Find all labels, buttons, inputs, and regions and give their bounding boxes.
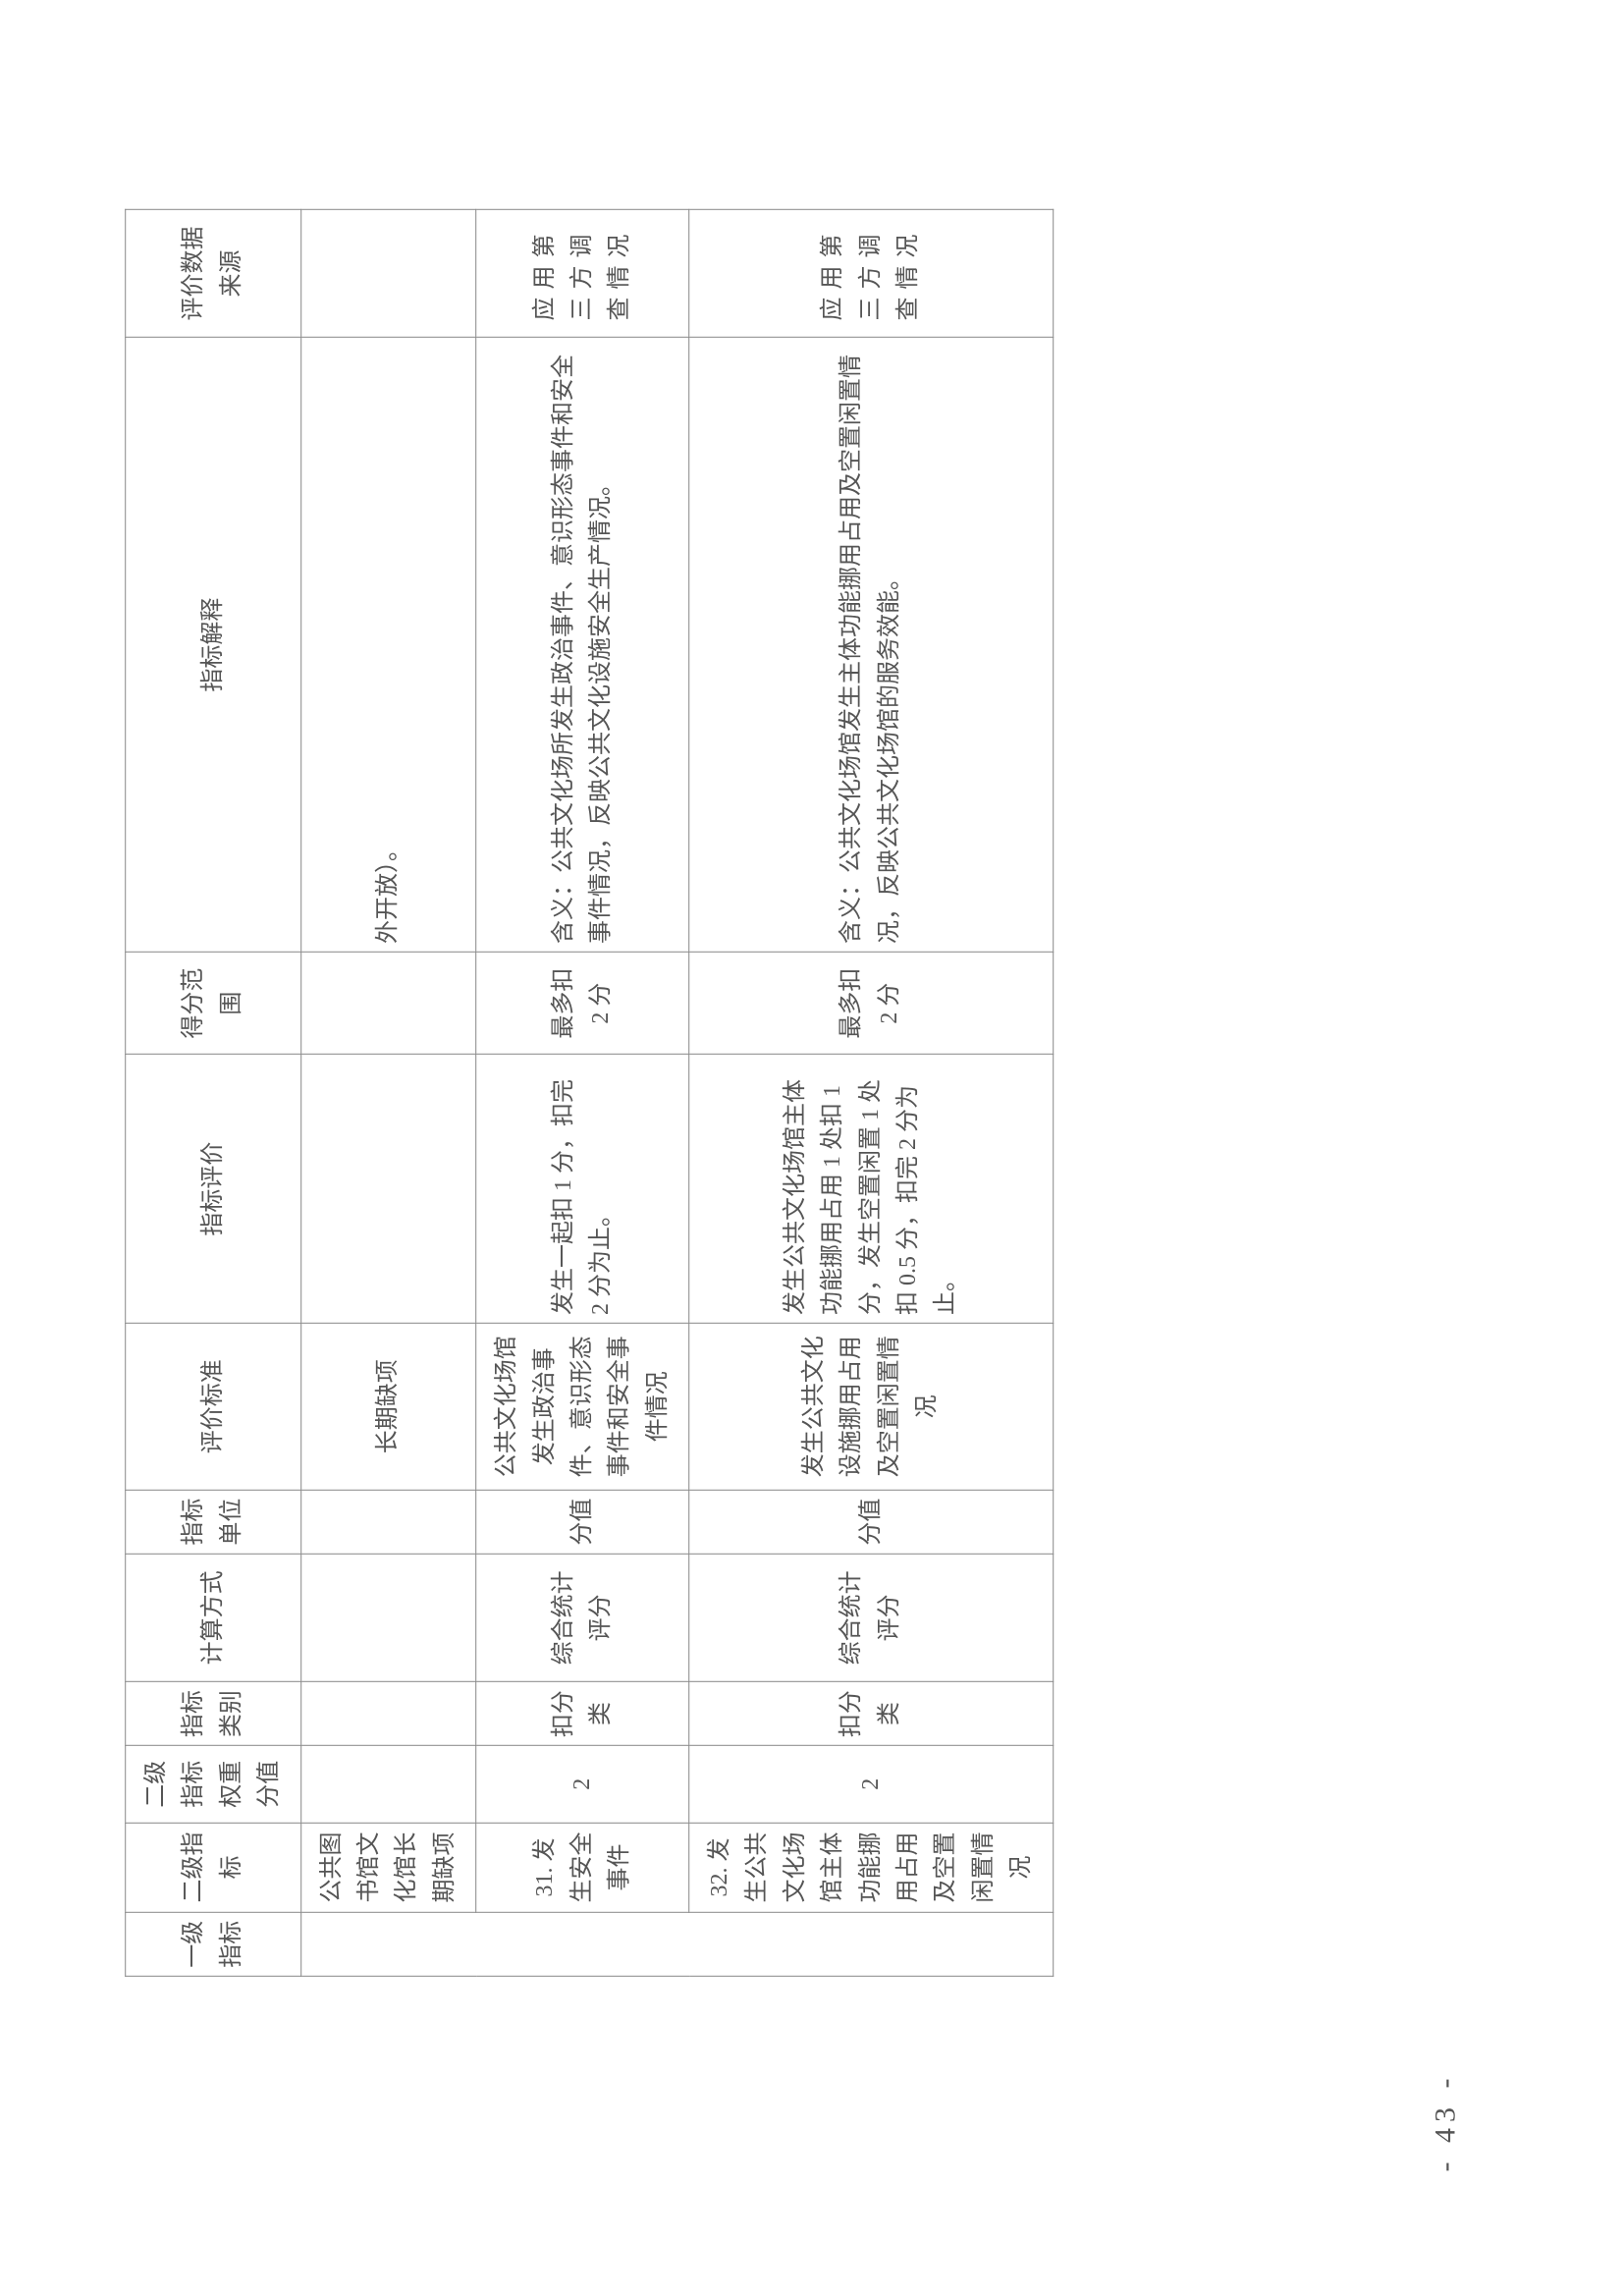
cell-r1-c2: 公共图书馆文化馆长期缺项 — [300, 1823, 476, 1912]
cell-r2-c6: 分值 — [476, 1490, 689, 1554]
cell-r1-c8 — [300, 1055, 476, 1324]
cell-r2-c10: 含义：公共文化场所发生政治事件、意识形态事件和安全事件情况，反映公共文化设施安全… — [476, 338, 689, 953]
document-page: 一级指标 二级指标 二级指标权重分值 指标类别 计算方式 指标单位 评价标准 指… — [0, 0, 1623, 2296]
cell-r1-c5 — [300, 1554, 476, 1681]
cell-r1-c11 — [300, 209, 476, 337]
cell-r3-c11: 应用第三方调查情况 — [689, 209, 1054, 337]
cell-r1-c6 — [300, 1490, 476, 1554]
cell-r3-c9: 最多扣 2 分 — [689, 952, 1054, 1054]
header-col10: 指标解释 — [126, 338, 301, 953]
cell-r2-c3: 2 — [476, 1746, 689, 1823]
header-col6: 指标单位 — [126, 1490, 301, 1554]
cell-r2-c8: 发生一起扣 1 分，扣完 2 分为止。 — [476, 1055, 689, 1324]
cell-r2-c5: 综合统计评分 — [476, 1554, 689, 1681]
header-col11: 评价数据来源 — [126, 209, 301, 337]
cell-r1-c9 — [300, 952, 476, 1054]
cell-r3-c3: 2 — [689, 1746, 1054, 1823]
cell-r3-c10: 含义：公共文化场馆发生主体功能挪用占用及空置闲置情况，反映公共文化场馆的服务效能… — [689, 338, 1054, 953]
cell-r2-c7: 公共文化场馆发生政治事件、意识形态事件和安全事件情况 — [476, 1324, 689, 1490]
header-col2: 二级指标 — [126, 1823, 301, 1912]
cell-r3-c7: 发生公共文化设施挪用占用及空置闲置情况 — [689, 1324, 1054, 1490]
header-col3: 二级指标权重分值 — [126, 1746, 301, 1823]
cell-r2-c9: 最多扣 2 分 — [476, 952, 689, 1054]
header-col1: 一级指标 — [126, 1912, 301, 1976]
page-number: - 43 - — [1430, 2073, 1463, 2172]
evaluation-table: 一级指标 二级指标 二级指标权重分值 指标类别 计算方式 指标单位 评价标准 指… — [125, 209, 1054, 1977]
cell-r3-c8: 发生公共文化场馆主体功能挪用占用 1 处扣 1 分，发生空置闲置 1 处扣 0.… — [689, 1055, 1054, 1324]
table-row: 32. 发生公共文化场馆主体功能挪用占用及空置闲置情况 2 扣分类 综合统计评分… — [689, 209, 1054, 1976]
cell-r3-c2: 32. 发生公共文化场馆主体功能挪用占用及空置闲置情况 — [689, 1823, 1054, 1912]
cell-r2-c11: 应用第三方调查情况 — [476, 209, 689, 337]
cell-r3-c6: 分值 — [689, 1490, 1054, 1554]
cell-r1-c3 — [300, 1746, 476, 1823]
cell-r1-c7: 长期缺项 — [300, 1324, 476, 1490]
cell-r3-c4: 扣分类 — [689, 1682, 1054, 1746]
cell-r2-c4: 扣分类 — [476, 1682, 689, 1746]
cell-r1-c1 — [300, 1912, 1053, 1976]
header-col4: 指标类别 — [126, 1682, 301, 1746]
cell-r2-c2: 31. 发生安全事件 — [476, 1823, 689, 1912]
header-col5: 计算方式 — [126, 1554, 301, 1681]
table-row: 31. 发生安全事件 2 扣分类 综合统计评分 分值 公共文化场馆发生政治事件、… — [476, 209, 689, 1976]
header-col7: 评价标准 — [126, 1324, 301, 1490]
table-row: 公共图书馆文化馆长期缺项 长期缺项 外开放）。 — [300, 209, 476, 1976]
cell-r3-c5: 综合统计评分 — [689, 1554, 1054, 1681]
table-header-row: 一级指标 二级指标 二级指标权重分值 指标类别 计算方式 指标单位 评价标准 指… — [126, 209, 301, 1976]
cell-r1-c4 — [300, 1682, 476, 1746]
header-col8: 指标评价 — [126, 1055, 301, 1324]
header-col9: 得分范围 — [126, 952, 301, 1054]
table-container: 一级指标 二级指标 二级指标权重分值 指标类别 计算方式 指标单位 评价标准 指… — [125, 209, 1054, 1977]
cell-r1-c10: 外开放）。 — [300, 338, 476, 953]
